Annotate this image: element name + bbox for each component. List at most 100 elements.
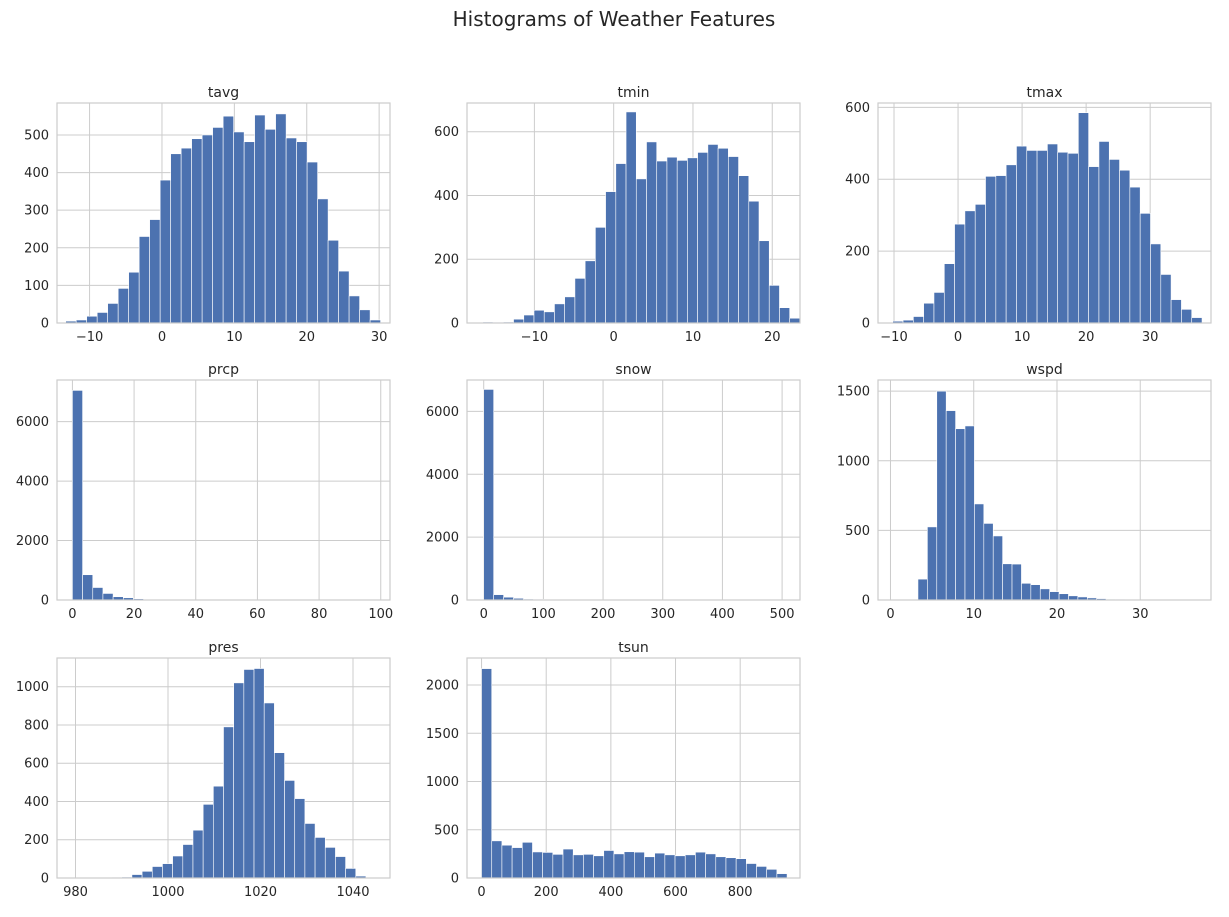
axes-frame bbox=[877, 102, 1212, 324]
histogram-prcp: prcp 0 20 40 60 80 100 0 2000 4000 6000 bbox=[16, 362, 393, 622]
y-tick-label: 0 bbox=[862, 317, 870, 332]
histogram-bar bbox=[128, 271, 140, 324]
histogram-bar bbox=[284, 780, 296, 879]
histogram-bar bbox=[985, 176, 997, 324]
histogram-bar bbox=[1011, 563, 1022, 601]
y-tick-label: 200 bbox=[845, 245, 870, 260]
histogram-bar bbox=[768, 285, 780, 324]
histogram-bar bbox=[687, 157, 698, 324]
histogram-bar bbox=[562, 848, 574, 879]
histogram-bar bbox=[264, 129, 276, 324]
panel-title: prcp bbox=[208, 362, 239, 378]
y-tick-label: 0 bbox=[41, 594, 49, 609]
histogram-bar bbox=[1088, 166, 1100, 324]
histogram-bar bbox=[595, 227, 606, 324]
histogram-bar bbox=[603, 850, 615, 879]
histogram-bar bbox=[927, 526, 938, 601]
histogram-bar bbox=[117, 288, 129, 324]
histogram-bar bbox=[728, 156, 739, 324]
y-tick-label: 1000 bbox=[16, 680, 49, 695]
histogram-bar bbox=[983, 523, 994, 601]
x-tick-label: 1040 bbox=[336, 885, 369, 900]
axes-frame bbox=[466, 379, 801, 601]
histogram-bar bbox=[1139, 213, 1151, 324]
y-tick-label: 2000 bbox=[426, 531, 459, 546]
y-tick-label: 500 bbox=[434, 823, 459, 838]
axes-frame bbox=[877, 379, 1212, 601]
x-tick-label: 300 bbox=[650, 607, 675, 622]
histogram-bar bbox=[933, 292, 945, 324]
histogram-bar bbox=[1108, 159, 1120, 324]
axes-frame bbox=[466, 102, 801, 324]
histogram-bar bbox=[304, 823, 316, 879]
x-tick-label: 0 bbox=[158, 330, 166, 345]
histogram-bar bbox=[1160, 274, 1172, 324]
histogram-bar bbox=[1191, 317, 1203, 324]
y-tick-label: 400 bbox=[845, 173, 870, 188]
histogram-bar bbox=[1129, 186, 1141, 324]
x-tick-label: 100 bbox=[368, 607, 393, 622]
histogram-bar bbox=[296, 141, 308, 324]
histogram-bar bbox=[776, 873, 788, 879]
y-tick-label: 1000 bbox=[837, 454, 870, 469]
histogram-bar bbox=[86, 315, 98, 324]
histogram-bar bbox=[748, 200, 760, 324]
histogram-bar bbox=[345, 868, 357, 879]
histogram-bar bbox=[789, 317, 801, 324]
y-tick-label: 400 bbox=[434, 189, 459, 204]
x-tick-label: 0 bbox=[954, 330, 962, 345]
histogram-bar bbox=[654, 852, 666, 879]
panel-title: pres bbox=[208, 640, 238, 656]
y-tick-label: 0 bbox=[862, 594, 870, 609]
figure-title: Histograms of Weather Features bbox=[453, 7, 776, 31]
histogram-bar bbox=[253, 668, 265, 879]
histogram-bar bbox=[223, 726, 234, 879]
y-tick-label: 2000 bbox=[16, 534, 49, 549]
histogram-bar bbox=[664, 854, 676, 879]
y-tick-label: 1000 bbox=[426, 775, 459, 790]
histogram-bar bbox=[964, 210, 976, 324]
histogram-bar bbox=[172, 855, 184, 879]
histogram-bar bbox=[779, 307, 790, 324]
histogram-bar bbox=[491, 840, 503, 879]
histogram-bar bbox=[674, 855, 686, 879]
x-tick-label: 100 bbox=[531, 607, 556, 622]
histogram-bar bbox=[954, 223, 966, 324]
histogram-bar bbox=[317, 198, 329, 324]
y-tick-label: 800 bbox=[24, 718, 49, 733]
x-tick-label: 40 bbox=[187, 607, 204, 622]
y-tick-label: 300 bbox=[24, 204, 49, 219]
histogram-bar bbox=[1030, 584, 1041, 601]
histogram-bar bbox=[523, 314, 535, 324]
histogram-bar bbox=[758, 240, 770, 324]
x-tick-label: 0 bbox=[610, 330, 618, 345]
y-tick-label: 600 bbox=[434, 125, 459, 140]
histogram-bar bbox=[992, 535, 1003, 601]
histogram-bar bbox=[532, 851, 543, 879]
histogram-bar bbox=[705, 853, 717, 879]
y-tick-label: 2000 bbox=[426, 679, 459, 694]
histogram-bar bbox=[314, 837, 326, 879]
histogram-bar bbox=[542, 852, 554, 879]
histogram-bar bbox=[493, 594, 504, 601]
histogram-bar bbox=[243, 141, 255, 324]
histogram-bar bbox=[1039, 588, 1050, 601]
histogram-bar bbox=[766, 869, 778, 879]
histogram-bar bbox=[552, 854, 564, 879]
histogram-bar bbox=[646, 141, 658, 324]
axes-frame bbox=[56, 379, 391, 601]
histogram-bar bbox=[149, 219, 161, 324]
histogram-bar bbox=[913, 316, 924, 324]
y-tick-label: 200 bbox=[24, 833, 49, 848]
x-tick-label: 60 bbox=[249, 607, 266, 622]
histogram-bar bbox=[684, 854, 696, 879]
histogram-bar bbox=[212, 127, 224, 324]
histogram-bar bbox=[923, 302, 935, 324]
x-tick-label: 20 bbox=[764, 330, 781, 345]
histogram-bar bbox=[72, 390, 83, 601]
histogram-bar bbox=[656, 160, 668, 324]
histogram-bar bbox=[593, 855, 605, 879]
histogram-bar bbox=[233, 131, 245, 324]
histogram-bar bbox=[1016, 145, 1028, 324]
